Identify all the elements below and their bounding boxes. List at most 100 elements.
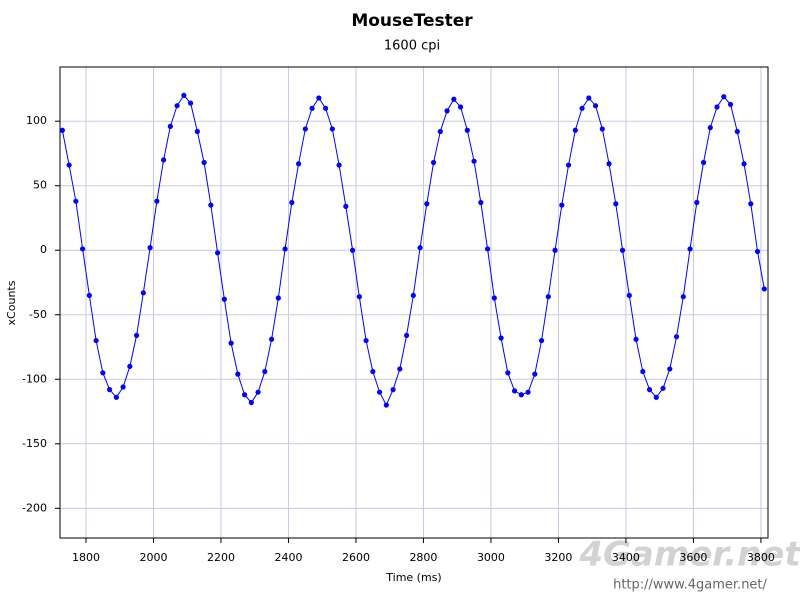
data-point xyxy=(511,388,518,394)
data-point xyxy=(302,126,308,132)
data-point xyxy=(167,123,173,129)
x-tick-label: 3600 xyxy=(679,551,707,564)
data-point xyxy=(383,402,389,408)
data-point xyxy=(727,101,734,108)
y-tick-label: -150 xyxy=(22,437,47,450)
data-point xyxy=(120,384,126,390)
x-tick-label: 3200 xyxy=(544,551,572,564)
data-point xyxy=(667,366,673,372)
data-point xyxy=(707,125,713,131)
data-point xyxy=(370,368,376,375)
x-tick-label: 2000 xyxy=(139,551,167,564)
data-point xyxy=(343,203,349,209)
chart-subtitle: 1600 cpi xyxy=(384,39,440,54)
data-point xyxy=(640,368,646,375)
data-point xyxy=(687,246,693,252)
data-point xyxy=(93,337,99,344)
x-tick-label: 2800 xyxy=(409,551,437,564)
data-point xyxy=(376,389,383,395)
y-tick-label: -200 xyxy=(22,501,47,514)
x-tick-label: 2400 xyxy=(274,551,302,564)
data-point xyxy=(59,127,65,133)
data-point xyxy=(559,202,565,208)
data-point xyxy=(572,127,578,133)
data-point xyxy=(329,126,335,132)
data-point xyxy=(619,247,626,253)
data-point xyxy=(478,199,484,206)
data-point xyxy=(356,294,362,300)
data-point xyxy=(282,246,288,252)
x-tick-label: 3400 xyxy=(612,551,640,564)
x-tick-label: 3000 xyxy=(477,551,505,564)
data-point xyxy=(349,247,356,253)
data-point xyxy=(761,286,767,292)
data-point xyxy=(161,157,167,163)
data-point xyxy=(194,128,200,135)
data-point xyxy=(322,105,329,111)
data-point xyxy=(390,387,396,393)
y-tick-label: 100 xyxy=(26,114,47,127)
y-tick-label: -50 xyxy=(29,308,47,321)
data-point xyxy=(498,335,504,341)
data-point xyxy=(316,95,322,101)
y-tick-label: 0 xyxy=(40,243,47,256)
y-axis-label: xCounts xyxy=(5,280,18,325)
data-point xyxy=(127,363,133,369)
data-point xyxy=(208,202,214,208)
data-point xyxy=(532,371,538,377)
data-point xyxy=(653,394,659,400)
plot-frame xyxy=(59,66,769,539)
data-point xyxy=(181,92,187,98)
data-point xyxy=(73,198,79,204)
data-point xyxy=(586,95,592,101)
data-point xyxy=(417,245,423,251)
data-point xyxy=(606,161,612,167)
data-point xyxy=(754,248,761,255)
data-point xyxy=(309,105,315,111)
data-point xyxy=(201,159,207,166)
data-point xyxy=(680,294,686,300)
data-point xyxy=(437,128,443,135)
data-point xyxy=(721,94,727,100)
data-point xyxy=(599,126,605,132)
data-point xyxy=(147,245,153,251)
data-point xyxy=(107,387,113,393)
data-point xyxy=(66,162,72,168)
data-point xyxy=(424,201,430,207)
data-point xyxy=(80,246,86,252)
y-tick-label: -100 xyxy=(22,372,47,385)
data-point xyxy=(525,389,531,395)
data-point xyxy=(505,370,511,376)
data-point xyxy=(214,250,221,256)
watermark: 4Gamer.net xyxy=(578,535,800,575)
data-point xyxy=(235,371,241,377)
data-point xyxy=(579,105,585,111)
data-point xyxy=(410,292,416,299)
data-point xyxy=(134,332,140,339)
data-point xyxy=(268,336,275,342)
data-point xyxy=(471,158,477,164)
data-point xyxy=(289,199,295,206)
data-point xyxy=(221,296,227,302)
data-point xyxy=(397,366,403,372)
watermark-url: http://www.4gamer.net/ xyxy=(613,578,767,593)
x-tick-label: 3800 xyxy=(747,551,775,564)
data-point xyxy=(228,340,234,346)
data-point xyxy=(187,100,194,106)
data-point xyxy=(464,127,470,133)
data-point xyxy=(484,246,491,252)
data-point xyxy=(673,334,680,340)
data-point xyxy=(660,385,666,391)
data-point xyxy=(491,295,497,301)
data-point xyxy=(518,392,524,398)
data-point xyxy=(174,103,180,109)
data-point xyxy=(538,337,545,344)
data-point xyxy=(444,108,450,114)
data-point xyxy=(154,198,160,204)
x-axis-label: Time (ms) xyxy=(385,571,441,584)
data-point xyxy=(255,389,261,395)
data-point xyxy=(700,159,707,166)
x-tick-label: 2600 xyxy=(342,551,370,564)
x-tick-label: 2200 xyxy=(207,551,235,564)
